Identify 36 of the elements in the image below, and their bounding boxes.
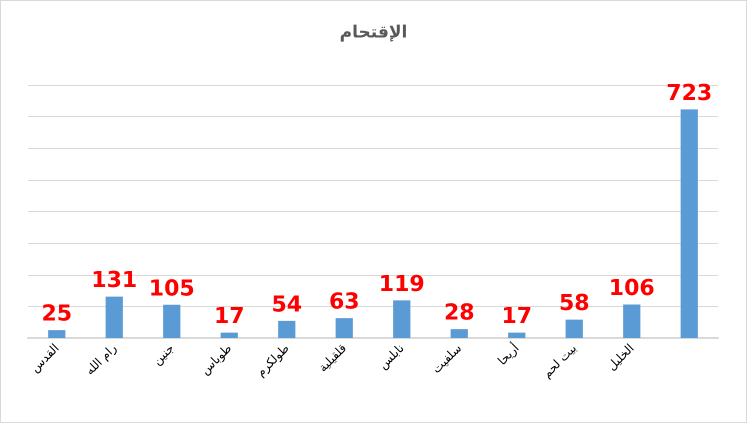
x-tick-label: أريحا xyxy=(494,340,522,368)
x-tick-label: طولكرم xyxy=(253,341,292,380)
data-label: 58 xyxy=(558,291,590,316)
bar xyxy=(566,320,583,338)
x-tick-label: نابلس xyxy=(376,341,407,372)
x-tick-label: القدس xyxy=(28,341,62,375)
bar xyxy=(393,300,410,338)
x-tick-label: سلفيت xyxy=(429,341,464,376)
bar xyxy=(336,318,353,338)
chart-title: الإقتحام xyxy=(340,22,408,42)
bar xyxy=(48,330,66,338)
bar xyxy=(623,304,640,338)
x-tick-label: قلقيلية xyxy=(316,341,350,375)
bar xyxy=(508,332,526,338)
data-label: 105 xyxy=(148,276,195,302)
data-label: 17 xyxy=(214,304,245,330)
data-label: 25 xyxy=(41,302,72,327)
data-label: 119 xyxy=(378,272,425,297)
data-label: 106 xyxy=(608,276,655,301)
x-tick-label: جنين xyxy=(150,341,177,368)
bar xyxy=(450,329,468,338)
data-label: 28 xyxy=(444,300,475,326)
x-tick-label: طوباس xyxy=(198,341,234,378)
x-tick-label: الخليل xyxy=(604,341,637,374)
data-label: 63 xyxy=(328,290,360,315)
data-label: 131 xyxy=(91,268,138,294)
data-label: 17 xyxy=(501,304,532,330)
bar xyxy=(278,320,296,338)
data-label: 723 xyxy=(666,80,712,106)
bar xyxy=(680,109,698,338)
bar xyxy=(220,332,238,338)
x-tick-label: بيت لحم xyxy=(540,341,580,381)
bar xyxy=(163,304,180,338)
data-label: 54 xyxy=(271,292,302,318)
x-tick-label: رام الله xyxy=(82,340,120,378)
bar xyxy=(106,296,123,338)
